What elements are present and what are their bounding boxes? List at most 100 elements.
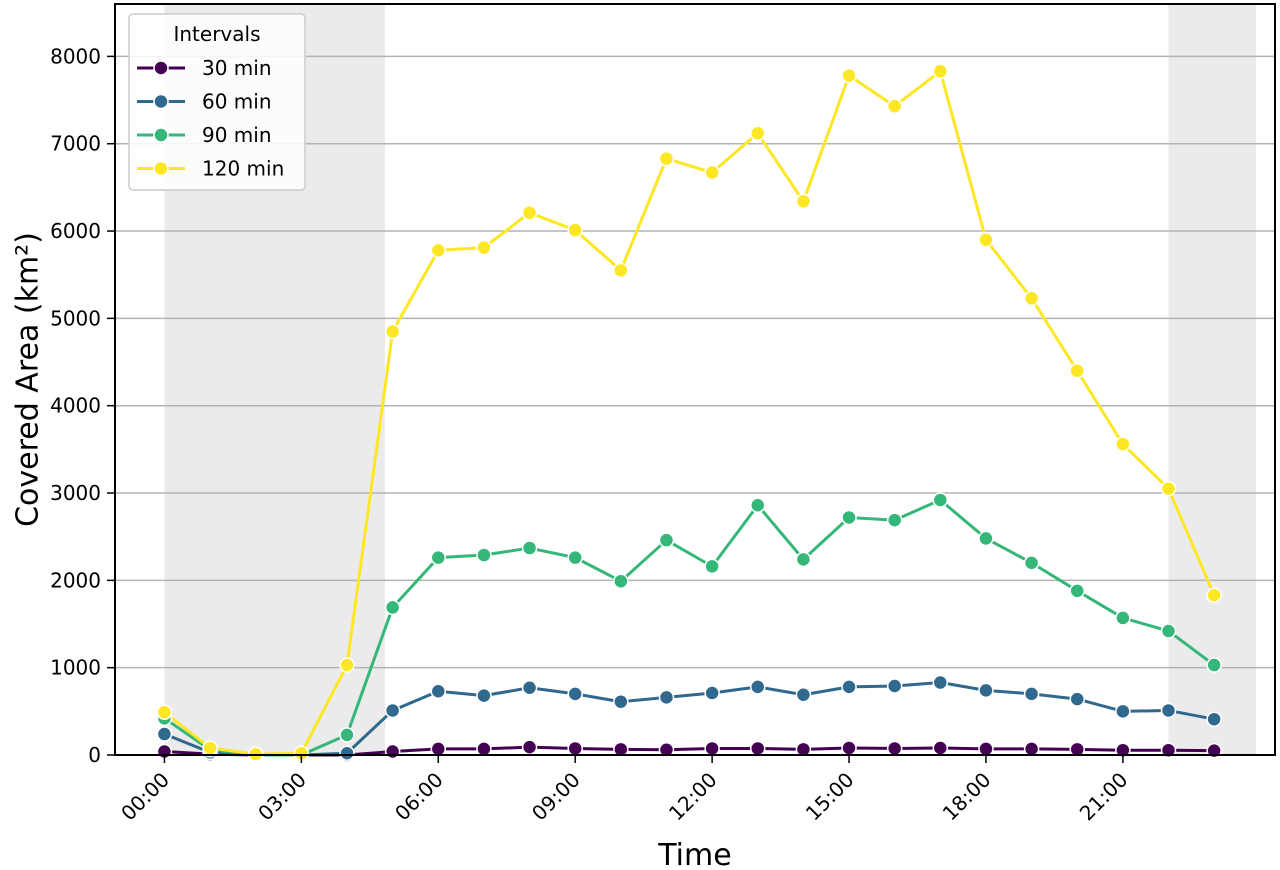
data-point xyxy=(339,745,355,762)
data-point xyxy=(613,693,629,710)
data-point xyxy=(658,742,675,758)
data-point xyxy=(476,239,492,256)
data-point xyxy=(704,558,720,575)
data-point xyxy=(521,680,538,696)
data-point xyxy=(430,549,447,566)
data-point xyxy=(704,164,720,181)
plot-area-frame xyxy=(114,3,1276,756)
legend-label: 120 min xyxy=(202,157,284,181)
data-point xyxy=(521,540,538,556)
data-point xyxy=(430,741,447,757)
data-point xyxy=(1206,711,1222,727)
data-point xyxy=(476,741,492,757)
data-point xyxy=(1160,742,1177,758)
data-point xyxy=(1115,703,1131,720)
data-point xyxy=(750,679,766,695)
data-point xyxy=(658,150,675,167)
data-point xyxy=(1023,290,1040,307)
data-point xyxy=(567,740,583,757)
data-point xyxy=(156,726,173,742)
data-point xyxy=(704,740,720,757)
data-point xyxy=(658,532,675,548)
y-tick-label: 7000 xyxy=(50,132,101,156)
data-point xyxy=(1069,741,1085,758)
data-point xyxy=(1115,436,1131,452)
data-point xyxy=(430,683,447,700)
legend-marker xyxy=(153,160,169,177)
legend-entries: 30 min 60 min 90 min 120 min xyxy=(137,56,284,181)
data-point xyxy=(1069,691,1085,707)
x-tick-label: 21:00 xyxy=(1075,768,1133,826)
y-tick-label: 6000 xyxy=(50,219,101,243)
x-axis: 00:00 03:00 06:00 09:00 12:00 15:00 18:00 21:00 xyxy=(116,755,1132,825)
data-point xyxy=(932,63,949,79)
y-tick-label: 2000 xyxy=(50,568,101,592)
x-tick-label: 12:00 xyxy=(664,768,722,826)
data-point xyxy=(384,743,401,760)
data-point xyxy=(932,492,949,508)
data-point xyxy=(430,242,447,259)
legend-marker xyxy=(153,60,169,76)
legend-label: 30 min xyxy=(202,56,272,80)
y-tick-label: 8000 xyxy=(50,44,101,68)
legend-marker xyxy=(153,93,169,110)
data-point xyxy=(1206,657,1222,673)
data-point xyxy=(567,686,583,702)
data-point xyxy=(932,674,949,691)
data-point xyxy=(613,262,629,279)
data-point xyxy=(567,549,583,566)
data-point xyxy=(384,323,401,340)
x-axis-label: Time xyxy=(657,838,731,870)
data-point xyxy=(841,67,857,84)
y-axis-label: Covered Area (km²) xyxy=(11,232,46,527)
data-point xyxy=(1023,555,1040,571)
data-point xyxy=(476,687,492,704)
data-point xyxy=(841,740,857,756)
y-axis: 0 1000 2000 3000 4000 5000 6000 7000 8000 xyxy=(50,44,115,767)
x-tick-label: 03:00 xyxy=(253,768,311,826)
data-point xyxy=(476,547,492,563)
data-point xyxy=(613,741,629,758)
data-point xyxy=(795,193,812,210)
night-shading-group xyxy=(164,4,1256,755)
x-tick-label: 00:00 xyxy=(116,768,174,826)
data-point xyxy=(750,497,766,513)
data-point xyxy=(384,702,401,719)
data-point xyxy=(1069,363,1085,379)
series-line-2 xyxy=(163,498,1216,757)
x-tick-label: 09:00 xyxy=(527,768,585,826)
legend-label: 90 min xyxy=(202,123,272,147)
data-point xyxy=(658,689,675,706)
data-point xyxy=(932,740,949,756)
data-point xyxy=(384,599,401,616)
y-tick-label: 4000 xyxy=(50,394,101,418)
data-point xyxy=(795,551,812,568)
data-point xyxy=(978,741,994,757)
legend: Intervals 30 min 60 min 90 min 120 min xyxy=(128,13,306,191)
data-point xyxy=(886,740,903,757)
data-point xyxy=(886,512,903,528)
data-point xyxy=(1023,741,1040,757)
data-point xyxy=(1206,587,1222,603)
series-line-3 xyxy=(163,69,1216,756)
data-point xyxy=(841,509,857,526)
data-point xyxy=(1023,686,1040,702)
y-tick-label: 1000 xyxy=(50,656,101,680)
data-point xyxy=(795,686,812,703)
x-tick-label: 06:00 xyxy=(390,768,448,826)
data-point xyxy=(750,125,766,141)
data-point xyxy=(1069,583,1085,599)
data-point xyxy=(521,739,538,755)
data-point xyxy=(1160,623,1177,639)
data-point xyxy=(750,740,766,757)
data-point xyxy=(1160,702,1177,719)
data-point xyxy=(613,573,629,589)
data-point xyxy=(886,98,903,114)
data-point xyxy=(567,222,583,238)
data-point xyxy=(156,704,173,720)
data-point xyxy=(202,740,218,756)
data-point xyxy=(1160,480,1177,497)
data-point xyxy=(795,741,812,758)
data-point xyxy=(704,685,720,701)
